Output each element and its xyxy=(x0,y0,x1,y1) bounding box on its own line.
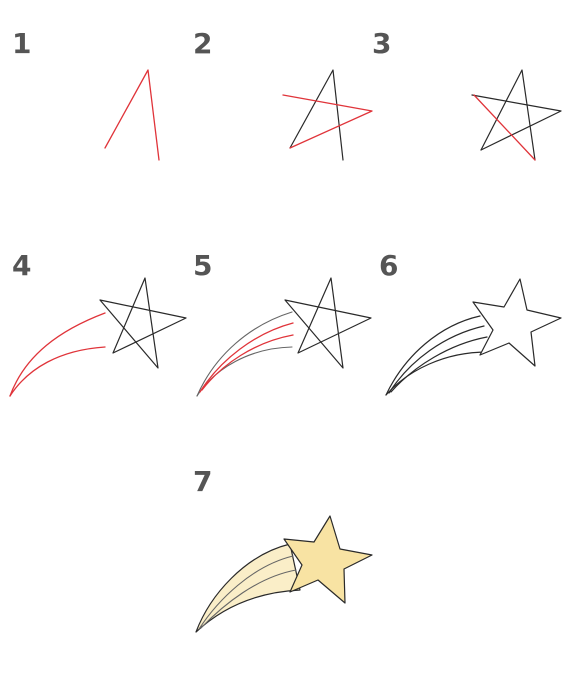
star-closing-stroke xyxy=(473,94,536,161)
tail-lower-curve xyxy=(385,351,488,396)
star-filled xyxy=(283,515,373,604)
star-crossbar xyxy=(471,94,562,151)
step-number-7: 7 xyxy=(193,465,213,498)
tail-fill xyxy=(195,543,301,633)
star-outline-strokes xyxy=(480,69,536,161)
tail-inner-line-1 xyxy=(388,325,485,394)
tail-lower-curve xyxy=(9,346,106,397)
star-first-stroke xyxy=(104,69,160,161)
star-pentagram xyxy=(99,277,187,369)
tail-inner-line-2 xyxy=(390,336,488,393)
step-number-4: 4 xyxy=(12,249,32,282)
tail-inner-line-1 xyxy=(198,555,294,630)
star-pentagram xyxy=(284,277,372,369)
tail-upper-curve xyxy=(9,312,106,397)
star-outline xyxy=(472,278,562,367)
step-number-6: 6 xyxy=(379,249,399,282)
tail-upper-curve xyxy=(385,315,481,396)
step-number-1: 1 xyxy=(12,27,32,60)
tail-inner-line-1 xyxy=(199,322,294,393)
step-number-2: 2 xyxy=(193,27,213,60)
tail-inner-line-2 xyxy=(201,334,294,391)
tail-inner-line-2 xyxy=(200,569,297,629)
step-number-5: 5 xyxy=(193,249,213,282)
tail-upper-curve xyxy=(196,311,293,397)
star-first-stroke xyxy=(289,69,344,161)
star-second-stroke xyxy=(282,94,373,149)
step-number-3: 3 xyxy=(372,27,392,60)
